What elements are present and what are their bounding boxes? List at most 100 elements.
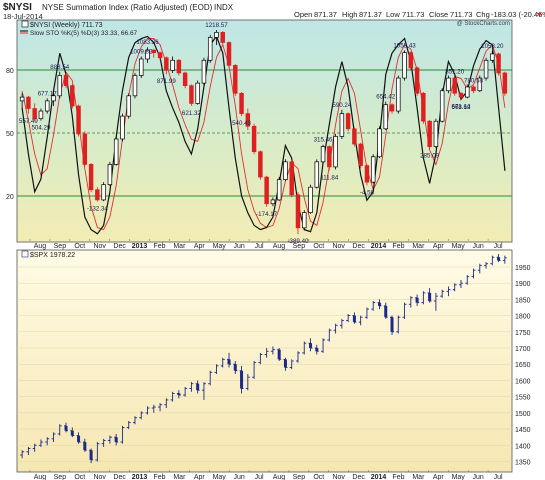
time-axis-label: Feb	[392, 474, 404, 480]
date-label: 18-Jul-2014	[3, 12, 43, 21]
nysi-candle-body	[201, 59, 207, 84]
spx-bar-body	[390, 317, 394, 332]
time-axis-label: Mar	[412, 474, 425, 480]
nysi-candles	[19, 30, 508, 235]
nysi-candle-body	[120, 115, 125, 140]
nysi-candle-body	[245, 113, 251, 127]
nysi-candle-body	[396, 77, 401, 112]
nysi-candle-body	[220, 31, 225, 43]
legend-spx: $SPX 1978.22	[30, 252, 75, 259]
high-label: High	[342, 10, 357, 19]
spx-axis-tick: 1500	[515, 411, 531, 418]
time-axis-label: May	[213, 474, 227, 480]
time-axis-label: Nov	[332, 243, 345, 250]
time-axis-label: Mar	[173, 474, 186, 480]
nysi-candle-body	[214, 31, 219, 38]
spx-bar-body	[497, 257, 501, 261]
spx-bar-body	[196, 383, 200, 391]
spx-bar-body	[83, 442, 87, 451]
time-axis-label: Dec	[352, 474, 365, 480]
open-label: Open	[294, 10, 312, 19]
time-axis-label: May	[213, 243, 227, 250]
nysi-candle-body	[270, 199, 276, 205]
index-name: NYSE Summation Index (Ratio Adjusted) (E…	[42, 3, 213, 12]
nysi-candle-body	[176, 59, 182, 74]
time-axis-top: Aug Sep Oct Nov Dec 2013 Feb Mar Apr May Jun Jul Aug…	[29, 239, 503, 250]
spx-bar-body	[227, 359, 231, 365]
time-axis-label: Sep	[293, 243, 306, 250]
exchange-label: INDX	[214, 3, 234, 12]
sto-k-line	[21, 35, 506, 235]
time-axis-label: Jun	[472, 243, 483, 250]
spx-bar-body	[377, 302, 381, 306]
nysi-annotation: 668.62	[452, 104, 471, 111]
spx-axis-tick: 1700	[515, 346, 531, 353]
nysi-candle-body	[352, 128, 357, 145]
nysi-candle-body	[145, 49, 150, 60]
spx-axis-tick: 1850	[515, 297, 531, 304]
nysi-annotation: -132.34	[87, 205, 109, 212]
sto-axis-tick: 80	[6, 68, 14, 75]
legend-sto: Slow STO %K(5) %D(3) 33.33, 66.67	[30, 30, 138, 37]
time-axis-label: Jul	[255, 474, 264, 480]
nysi-candle-body	[57, 75, 62, 97]
nysi-candle-body	[233, 65, 238, 94]
nysi-candle-body	[320, 146, 326, 163]
legend-nysi: $NYSI (Weekly) 711.73	[30, 22, 103, 29]
nysi-candle-body	[433, 120, 439, 147]
spx-axis-tick: 1950	[515, 265, 531, 272]
nysi-candle-body	[101, 184, 106, 201]
nysi-candle-body	[32, 108, 37, 120]
nysi-candle-body	[132, 75, 138, 97]
nysi-candle-body	[157, 52, 163, 59]
nysi-candle-body	[289, 161, 294, 196]
nysi-annotation: 1218.57	[205, 22, 228, 29]
time-axis-label: 2013	[132, 243, 148, 250]
nysi-candle-body	[88, 164, 94, 191]
nysi-candle-body	[63, 75, 69, 87]
nysi-candle-body	[471, 86, 476, 92]
time-axis-label: Oct	[74, 243, 85, 250]
time-axis-label: Oct	[313, 474, 324, 480]
spx-panel	[16, 249, 513, 473]
nysi-candle-body	[439, 90, 445, 122]
spx-bar-body	[384, 305, 388, 318]
nysi-candle-body	[402, 52, 407, 79]
time-axis-label: Aug	[34, 243, 47, 250]
close-label: Close	[429, 10, 448, 19]
nysi-annotation: 1083.36	[136, 39, 159, 46]
spx-axis-tick: 1550	[515, 395, 531, 402]
nysi-candle-body	[364, 165, 370, 183]
nysi-candle-body	[19, 96, 25, 102]
nysi-annotation: 504.29	[31, 125, 50, 132]
time-axis-label: Mar	[173, 243, 186, 250]
symbol-title: $NYSI	[3, 2, 32, 13]
nysi-candle-body	[458, 92, 464, 98]
nysi-candle-body	[251, 125, 257, 153]
nysi-candle-body	[113, 138, 119, 165]
time-axis-label: Jun	[233, 243, 244, 250]
nysi-candle-body	[490, 53, 495, 61]
time-axis-label: Jul	[255, 243, 264, 250]
time-axis-label: Aug	[273, 243, 286, 250]
spx-axis-tick: 1750	[515, 330, 531, 337]
nysi-candle-body	[314, 161, 320, 188]
nysi-annotation: 780.58	[464, 78, 483, 85]
nysi-annotation: 851.20	[445, 69, 464, 76]
spx-bar-body	[428, 292, 432, 302]
ohlc-readout: Open 871.37 High 871.37 Low 711.73 Close…	[294, 10, 545, 19]
time-axis-label: Aug	[34, 474, 47, 480]
nysi-candle-body	[44, 100, 50, 112]
time-axis-label: Nov	[93, 243, 106, 250]
nysi-candle-body	[126, 95, 131, 117]
spx-axis-tick: 1350	[515, 460, 531, 467]
time-axis-label: Oct	[74, 474, 85, 480]
nysi-candle-body	[421, 92, 426, 122]
nysi-candle-body	[502, 72, 508, 94]
nysi-candle-body	[164, 57, 169, 71]
spx-right-axis: 1350 1400 1450 1500 1550 1600 1650 1700 1750 1800…	[515, 265, 531, 467]
time-axis-label: Sep	[54, 474, 67, 480]
spx-axis-tick: 1400	[515, 443, 531, 450]
spx-bar-body	[177, 393, 181, 396]
nysi-candle-body	[327, 146, 332, 168]
